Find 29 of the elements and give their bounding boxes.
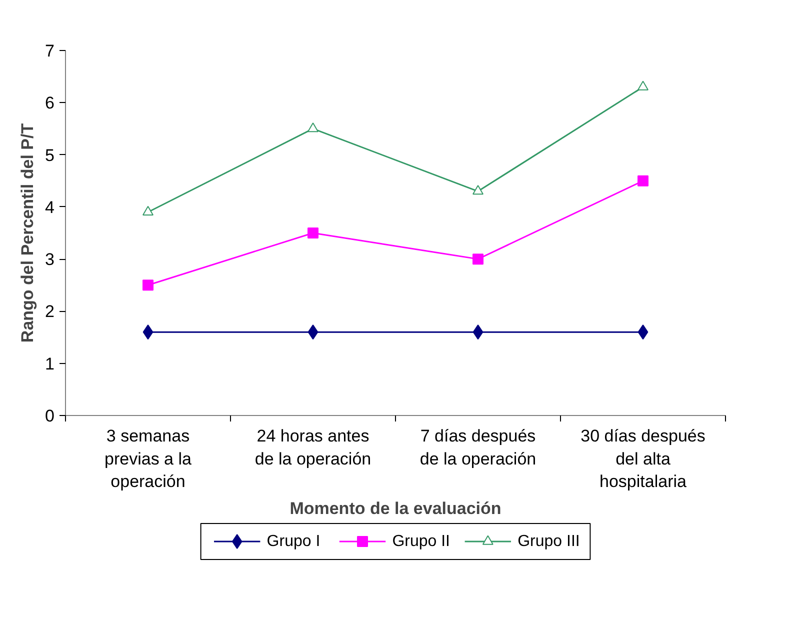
point: [142, 280, 154, 291]
y-tick-label: 2: [45, 302, 55, 322]
x-tick-label: 24 horas antes de la operación: [254, 426, 372, 468]
x-tick-label: 7 días después de la operación: [420, 426, 536, 468]
legend-label: Grupo I: [266, 533, 320, 550]
x-tick-label: 3 semanas previas a la operación: [104, 426, 192, 492]
y-tick-label: 5: [45, 146, 55, 165]
point: [638, 175, 648, 186]
point: [142, 324, 154, 340]
legend-label: Grupo III: [518, 533, 580, 550]
point: [308, 324, 318, 340]
point: [308, 228, 318, 238]
y-tick-label: 7: [45, 42, 55, 60]
legend-label: Grupo II: [392, 533, 450, 550]
point: [472, 324, 484, 340]
x-tick-label: 30 días después del alta hospitalaria: [580, 426, 706, 492]
y-tick-label: 3: [45, 250, 55, 270]
point: [472, 185, 484, 195]
y-tick-label: 1: [45, 354, 55, 374]
y-tick-label: 4: [45, 198, 55, 217]
y-tick-label: 6: [45, 94, 55, 113]
point: [638, 324, 648, 340]
x-axis-title: Momento de la evaluación: [290, 499, 502, 518]
y-tick-label: 0: [45, 406, 55, 426]
y-axis-title: Rango del Percentil del P/T: [18, 122, 38, 343]
point: [472, 254, 484, 265]
point: [142, 206, 154, 216]
point: [308, 122, 318, 132]
point: [638, 80, 648, 90]
